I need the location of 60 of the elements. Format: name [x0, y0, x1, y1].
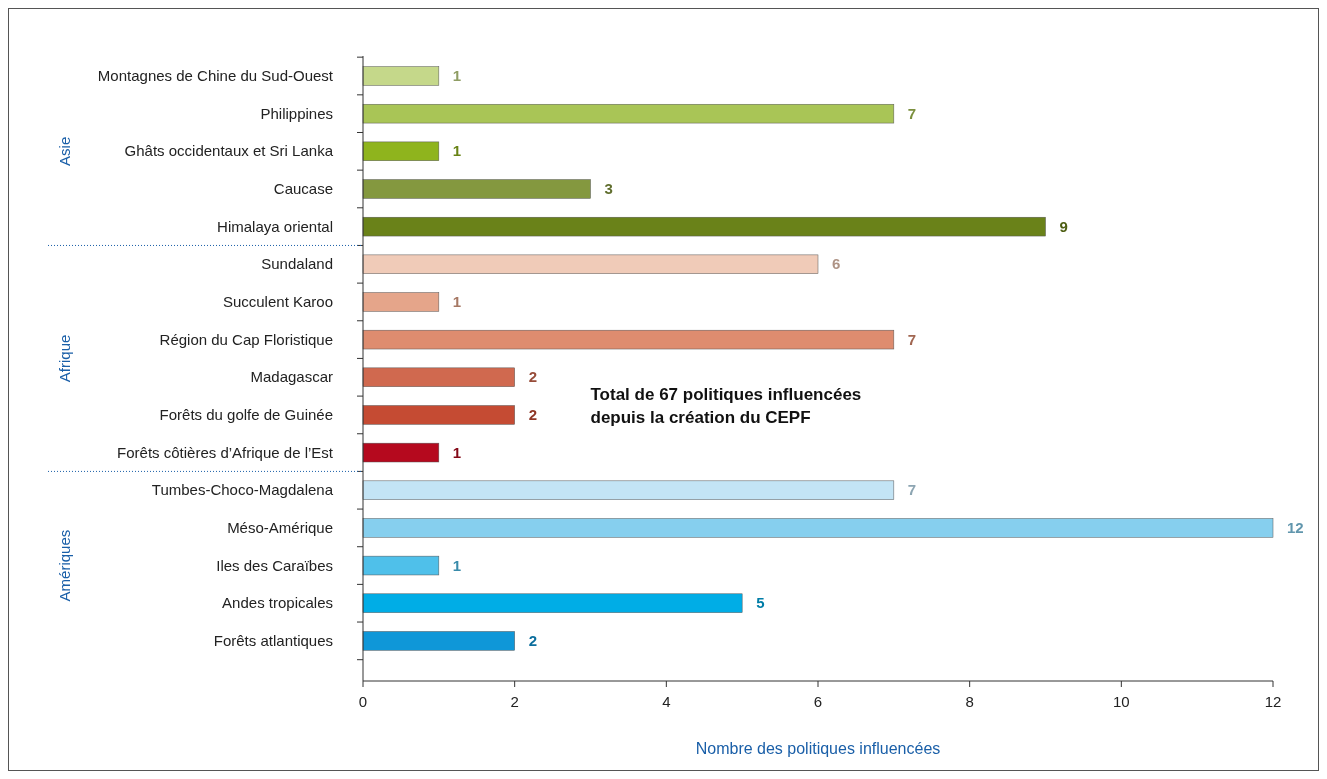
data-label: 3: [604, 179, 613, 197]
data-label: 5: [756, 594, 765, 612]
x-tick-label: 6: [813, 693, 823, 710]
x-tick-label: 2: [510, 693, 519, 710]
x-tick-label: 8: [965, 693, 974, 710]
text: Asie: [56, 136, 73, 166]
y-tick-label: Madagascar: [250, 368, 333, 386]
bar: [362, 593, 743, 613]
y-tick-label: Philippines: [260, 104, 333, 122]
data-label: 6: [832, 255, 841, 273]
bar: [362, 555, 440, 576]
data-label: 2: [528, 368, 538, 386]
text: Afrique: [56, 334, 73, 383]
data-label: 1: [452, 556, 462, 574]
y-tick-label: Himalaya oriental: [217, 217, 333, 235]
bar: [362, 329, 895, 350]
y-tick-label: Iles des Caraïbes: [216, 556, 333, 574]
data-label: 7: [907, 104, 917, 122]
data-label: 7: [907, 330, 917, 348]
y-tick-label: Caucase: [273, 179, 333, 197]
y-tick-label: Forêts du golfe de Guinée: [159, 405, 333, 423]
text: Amériques: [56, 529, 73, 602]
data-label: 2: [528, 631, 538, 649]
data-label: 1: [452, 67, 462, 84]
data-label: 2: [528, 405, 538, 423]
data-label: 7: [907, 481, 917, 499]
data-label: 1: [452, 292, 462, 310]
bar: [362, 518, 1274, 538]
data-label: 9: [1059, 217, 1068, 235]
y-tick-label: Ghâts occidentaux et Sri Lanka: [124, 142, 334, 160]
bar: [362, 480, 895, 500]
data-label: 12: [1287, 518, 1304, 536]
bar: [362, 179, 591, 199]
data-label: 1: [452, 142, 462, 160]
y-tick-label: Forêts côtières d’Afrique de l’Est: [117, 443, 334, 461]
data-label: 1: [452, 443, 462, 461]
x-tick-label: 10: [1112, 693, 1130, 710]
bar: [362, 103, 895, 124]
bar: [362, 216, 1046, 237]
y-tick-label: Méso-Amérique: [227, 518, 333, 536]
y-tick-label: Forêts atlantiques: [213, 631, 333, 649]
bar: [362, 292, 440, 312]
x-axis-title: Nombre des politiques influencées: [695, 740, 941, 757]
bar: [362, 367, 515, 387]
bar: [362, 442, 440, 463]
bar: [362, 141, 440, 161]
y-tick-label: Montagnes de Chine du Sud-Ouest: [97, 67, 334, 84]
bar: [362, 631, 515, 651]
y-tick-label: Tumbes-Choco-Magdalena: [151, 481, 334, 499]
bar: [362, 254, 819, 274]
y-tick-label: Région du Cap Floristique: [159, 330, 333, 348]
y-tick-label: Andes tropicales: [222, 594, 333, 612]
x-tick-label: 12: [1264, 693, 1282, 710]
annotation: Total de 67 politiques influencées depuis la création du CEPF: [590, 384, 862, 427]
x-tick-label: 0: [358, 693, 368, 710]
y-tick-label: Succulent Karoo: [222, 292, 333, 310]
y-tick-label: Sundaland: [261, 255, 333, 273]
bar: [362, 405, 515, 425]
bar: [362, 66, 440, 86]
x-tick-label: 4: [662, 693, 671, 710]
